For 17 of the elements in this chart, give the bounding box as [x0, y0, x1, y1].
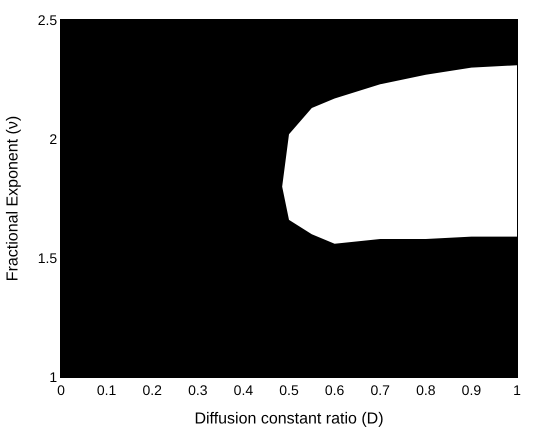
x-tick-label: 0.7 — [370, 382, 390, 398]
x-tick-label: 0.9 — [462, 382, 482, 398]
y-tick-label: 2 — [49, 130, 58, 147]
x-tick-label: 0 — [57, 382, 66, 398]
x-tick-label: 0.2 — [142, 382, 162, 398]
x-tick-label: 0.4 — [234, 382, 254, 398]
x-tick-label: 0.3 — [188, 382, 208, 398]
x-tick-label: 1 — [513, 382, 522, 398]
x-axis-title: Diffusion constant ratio (D) — [194, 410, 384, 428]
y-axis-title: Fractional Exponent (ν) — [4, 116, 22, 282]
x-tick-label: 0.6 — [324, 382, 345, 398]
x-tick-label: 0.5 — [279, 382, 299, 398]
y-tick-label: 1 — [49, 368, 58, 385]
x-tick-label: 0.1 — [96, 382, 117, 398]
y-tick-label: 1.5 — [38, 250, 58, 266]
y-tick-label: 2.5 — [38, 12, 58, 28]
x-tick-label: 0.8 — [416, 382, 436, 398]
